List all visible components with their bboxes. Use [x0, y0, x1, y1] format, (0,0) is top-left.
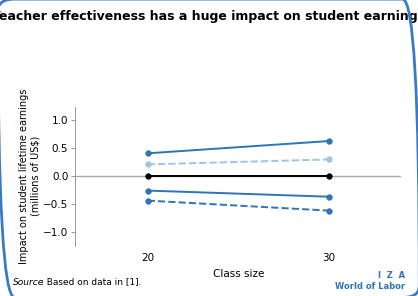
Y-axis label: Impact on student lifetime earnings
(millions of US$): Impact on student lifetime earnings (mil…: [19, 89, 40, 264]
X-axis label: Class size: Class size: [213, 269, 264, 279]
Text: World of Labor: World of Labor: [335, 282, 405, 291]
Text: Teacher effectiveness has a huge impact on student earnings: Teacher effectiveness has a huge impact …: [0, 10, 418, 23]
Text: I  Z  A: I Z A: [378, 271, 405, 280]
Text: Source: Source: [13, 278, 44, 287]
Text: : Based on data in [1].: : Based on data in [1].: [41, 278, 141, 287]
